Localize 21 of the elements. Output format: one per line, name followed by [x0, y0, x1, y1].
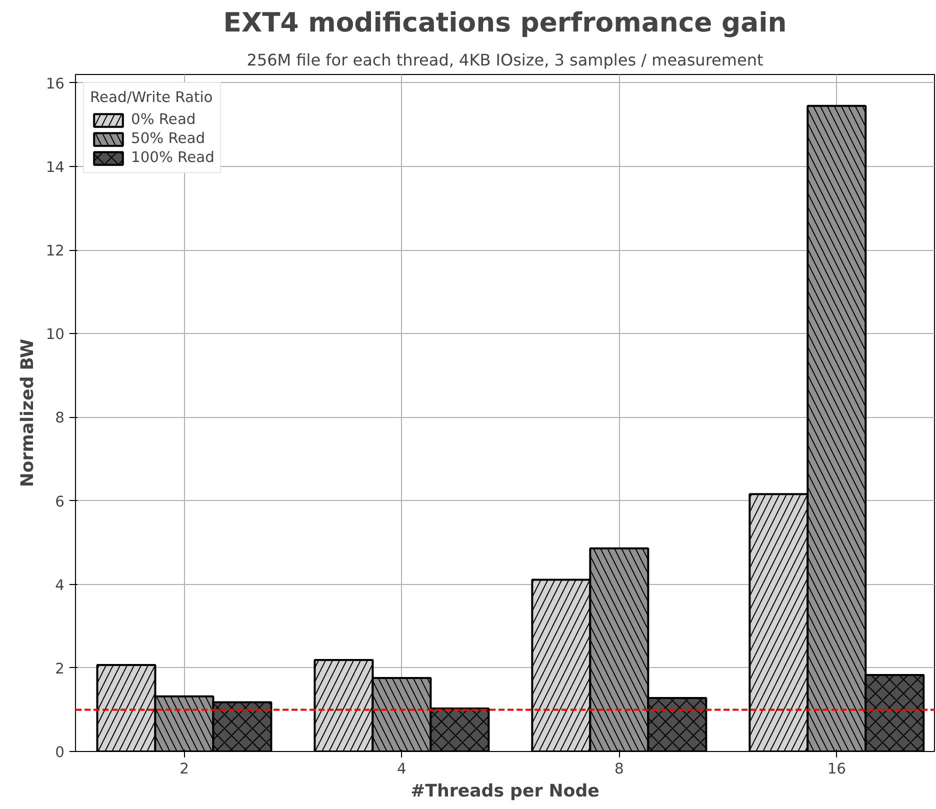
legend-label: 0% Read	[131, 111, 196, 128]
legend-label: 100% Read	[131, 149, 214, 166]
legend-label: 50% Read	[131, 130, 206, 147]
y-tick-label: 6	[55, 493, 65, 510]
y-tick-label: 4	[55, 576, 65, 594]
y-tick-label: 8	[55, 410, 65, 427]
y-tick-label: 0	[55, 744, 65, 761]
y-tick-label: 10	[46, 326, 65, 344]
x-tick-label: 16	[827, 760, 846, 778]
y-tick-label: 14	[46, 158, 65, 176]
x-tick-label: 4	[397, 760, 406, 778]
x-tick-label: 8	[614, 760, 624, 778]
y-axis-title: Normalized BW	[18, 338, 38, 488]
x-tick-label: 2	[180, 760, 189, 778]
y-tick-label: 12	[46, 242, 65, 260]
y-tick-label: 16	[46, 75, 65, 92]
chart-subtitle: 256M file for each thread, 4KB IOsize, 3 samples / measurement	[246, 50, 764, 70]
legend-title: Read/Write Ratio	[90, 89, 214, 106]
chart-title: EXT4 modifications perfromance gain	[223, 8, 787, 38]
y-tick-label: 2	[55, 660, 65, 678]
x-axis-title: #Threads per Node	[410, 782, 600, 802]
